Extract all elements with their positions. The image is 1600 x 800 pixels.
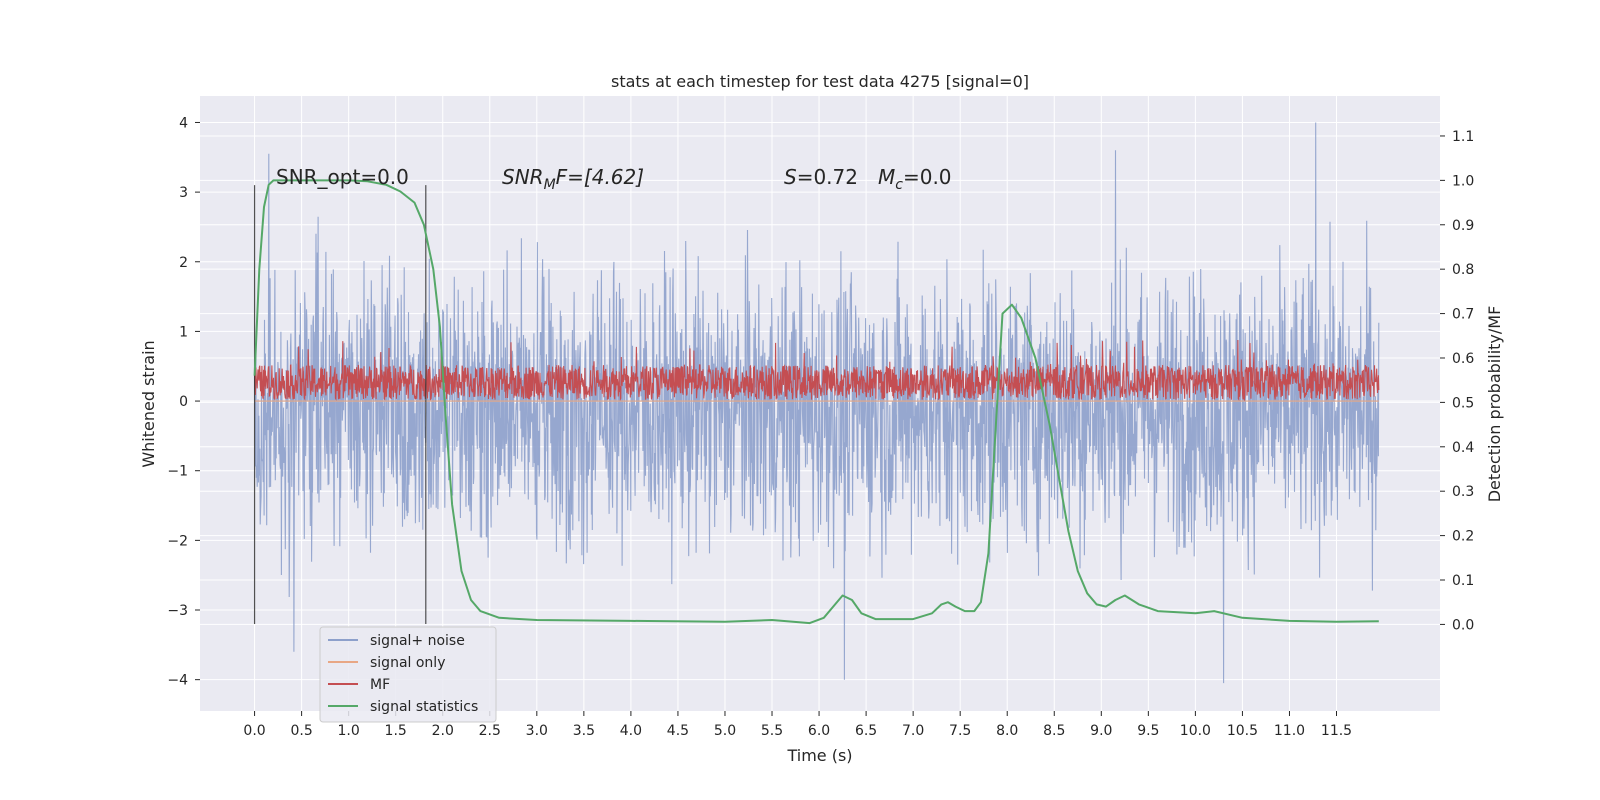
- series-mf-line: [254, 339, 1380, 402]
- x-tick-label: 11.0: [1274, 723, 1305, 739]
- mc-value: =0.0: [903, 165, 952, 189]
- x-tick-label: 3.5: [573, 723, 595, 739]
- x-tick-label: 7.5: [949, 723, 971, 739]
- x-tick-label: 5.5: [761, 723, 783, 739]
- x-tick-label: 0.0: [243, 723, 265, 739]
- snr-mf-value: F=[4.62]: [556, 165, 644, 189]
- x-axis-label: Time (s): [786, 746, 852, 765]
- snr-mf-subscript: M: [544, 177, 556, 193]
- y-left-tick-label: −3: [167, 603, 188, 619]
- y-right-tick-label: 0.4: [1452, 440, 1474, 456]
- y-right-tick-label: 0.9: [1452, 218, 1474, 234]
- x-tick-label: 8.5: [1043, 723, 1065, 739]
- y-right-tick-label: 0.5: [1452, 395, 1474, 411]
- y-left-tick-label: 2: [179, 255, 188, 271]
- y-right-tick-label: 0.8: [1452, 262, 1474, 278]
- plot-area: [253, 122, 1380, 684]
- snr-mf-name: SNR: [502, 165, 544, 189]
- y-left-tick-label: −4: [167, 673, 188, 689]
- y-left-tick-label: −2: [167, 533, 188, 549]
- x-tick-label: 3.0: [526, 723, 548, 739]
- y-left-axis-ticks: 4 3 2 1 0 −1 −2 −3 −4: [167, 115, 200, 689]
- y-right-tick-label: 1.1: [1452, 129, 1474, 145]
- y-left-tick-label: 3: [179, 185, 188, 201]
- annotation-snr-opt: SNR_opt=0.0: [276, 165, 409, 189]
- annotation-mc: Mc=0.0: [878, 165, 952, 193]
- y-right-tick-label: 0.6: [1452, 351, 1474, 367]
- series-signal-noise-line: [254, 122, 1380, 684]
- x-tick-label: 1.0: [338, 723, 360, 739]
- annotation-snr-mf: SNRMF=[4.62]: [502, 165, 644, 193]
- x-tick-label: 4.5: [667, 723, 689, 739]
- x-tick-label: 11.5: [1321, 723, 1352, 739]
- x-tick-label: 10.0: [1180, 723, 1211, 739]
- x-tick-label: 6.0: [808, 723, 830, 739]
- y-right-tick-label: 0.0: [1452, 617, 1474, 633]
- y-right-tick-label: 0.3: [1452, 484, 1474, 500]
- y-left-tick-label: 0: [179, 394, 188, 410]
- x-tick-label: 8.0: [996, 723, 1018, 739]
- x-tick-label: 9.5: [1137, 723, 1159, 739]
- y-right-tick-label: 0.7: [1452, 307, 1474, 323]
- legend-label-signal-only: signal only: [370, 655, 445, 671]
- y-right-tick-label: 0.1: [1452, 573, 1474, 589]
- s-value: =0.72: [797, 165, 858, 189]
- y-right-axis-ticks: 1.1 1.0 0.9 0.8 0.7 0.6 0.5 0.4 0.3 0.2 0.1 0.0: [1440, 129, 1474, 633]
- chart-title: stats at each timestep for test data 427…: [611, 72, 1029, 91]
- mc-name: M: [878, 165, 895, 189]
- series-signal-statistics-line: [253, 179, 1379, 625]
- y-left-tick-label: 4: [179, 115, 188, 131]
- legend-label-signal-statistics: signal statistics: [370, 699, 478, 715]
- y-left-axis-label: Whitened strain: [139, 340, 158, 467]
- x-tick-label: 0.5: [290, 723, 312, 739]
- x-tick-label: 7.0: [902, 723, 924, 739]
- x-tick-label: 2.5: [479, 723, 501, 739]
- x-tick-label: 1.5: [385, 723, 407, 739]
- x-tick-label: 9.0: [1090, 723, 1112, 739]
- y-right-axis-label: Detection probability/MF: [1485, 306, 1504, 503]
- y-left-tick-label: −1: [167, 464, 188, 480]
- y-left-tick-label: 1: [179, 324, 188, 340]
- x-tick-label: 6.5: [855, 723, 877, 739]
- x-tick-label: 2.0: [432, 723, 454, 739]
- legend-label-signal-noise: signal+ noise: [370, 633, 465, 649]
- x-tick-label: 4.0: [620, 723, 642, 739]
- legend-label-mf: MF: [370, 677, 390, 693]
- legend: signal+ noise signal only MF signal stat…: [319, 626, 497, 723]
- y-right-tick-label: 0.2: [1452, 529, 1474, 545]
- y-right-tick-label: 1.0: [1452, 173, 1474, 189]
- mc-subscript: c: [895, 177, 903, 193]
- annotation-s: S=0.72: [784, 165, 858, 189]
- x-tick-label: 5.0: [714, 723, 736, 739]
- x-axis-ticks: 0.0 0.5 1.0 1.5 2.0 2.5 3.0 3.5 4.0 4.5 5.0 5.5 6.0 6…: [243, 711, 1352, 739]
- s-name: S: [784, 165, 797, 189]
- x-tick-label: 10.5: [1227, 723, 1258, 739]
- legend-box: [319, 626, 497, 723]
